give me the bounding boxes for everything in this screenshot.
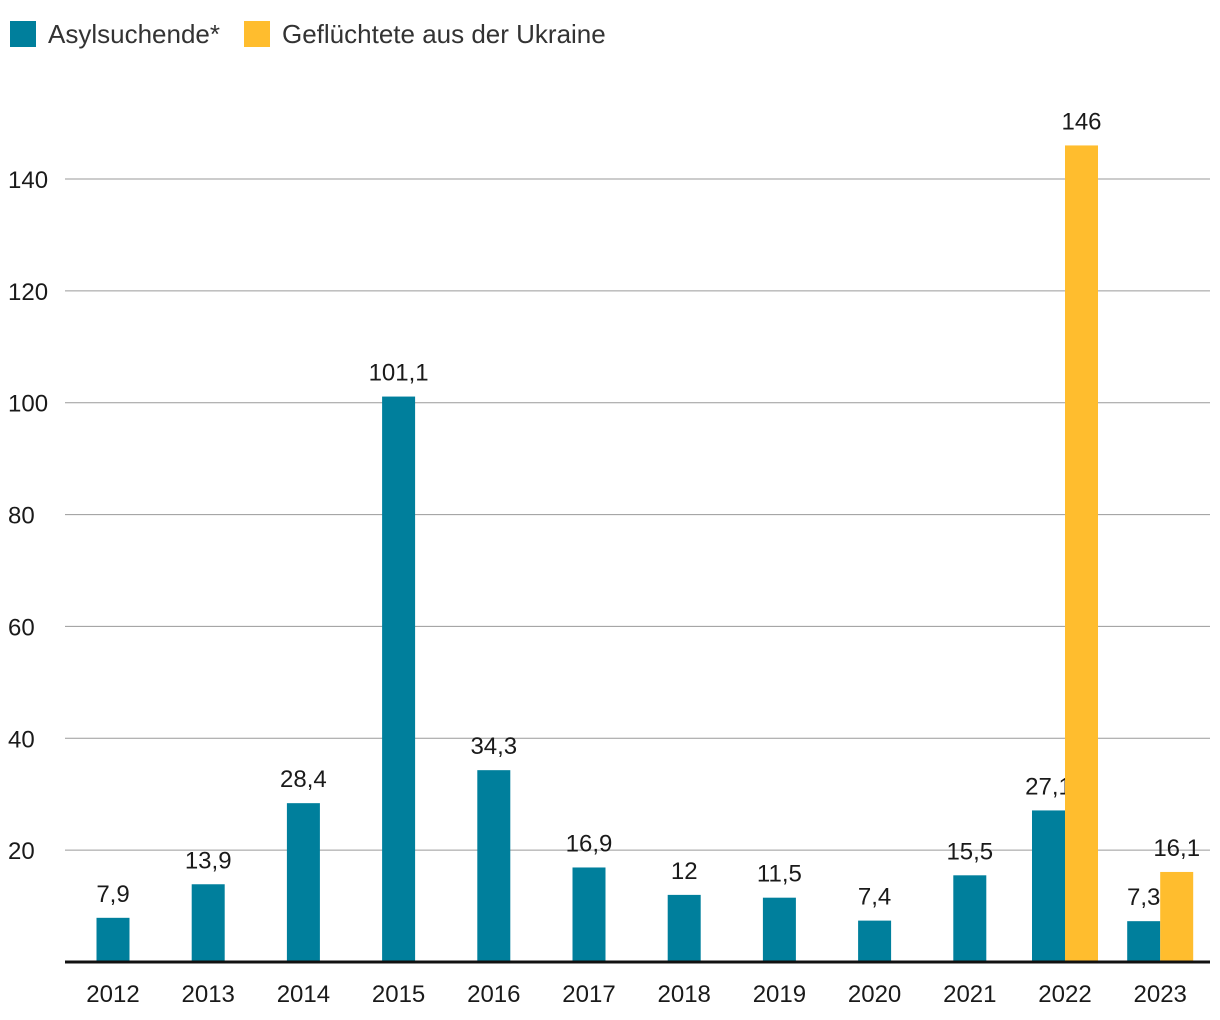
- bar-asylsuchende-2021: [953, 875, 987, 962]
- y-tick-label-20: 20: [8, 838, 35, 865]
- data-label-asylsuchende-2015: 101,1: [369, 360, 429, 387]
- x-tick-label-2020: 2020: [848, 981, 901, 1008]
- bar-asylsuchende-2018: [667, 894, 701, 962]
- data-label-asylsuchende-2020: 7,4: [858, 884, 891, 911]
- bar-asylsuchende-2022: [1032, 810, 1065, 962]
- legend-item-ukraine: Geflüchtete aus der Ukraine: [244, 19, 606, 50]
- x-tick-label-2019: 2019: [753, 981, 806, 1008]
- x-tick-label-2013: 2013: [182, 981, 235, 1008]
- legend-item-asylsuchende: Asylsuchende*: [10, 19, 220, 50]
- x-tick-label-2018: 2018: [658, 981, 711, 1008]
- data-label-asylsuchende-2022: 27,1: [1025, 773, 1072, 800]
- data-label-asylsuchende-2018: 12: [671, 858, 698, 885]
- data-label-asylsuchende-2021: 15,5: [946, 838, 993, 865]
- data-label-asylsuchende-2016: 34,3: [470, 733, 517, 760]
- y-tick-label-60: 60: [8, 614, 35, 641]
- chart-legend: Asylsuchende* Geflüchtete aus der Ukrain…: [10, 18, 630, 50]
- data-label-asylsuchende-2019: 11,5: [757, 861, 802, 888]
- bar-asylsuchende-2017: [572, 867, 606, 962]
- bar-asylsuchende-2013: [191, 884, 225, 962]
- y-tick-label-40: 40: [8, 726, 35, 753]
- y-tick-label-100: 100: [8, 391, 48, 418]
- bar-asylsuchende-2020: [858, 920, 892, 962]
- bar-asylsuchende-2016: [477, 770, 511, 962]
- legend-label-asylsuchende: Asylsuchende*: [48, 18, 220, 49]
- x-tick-label-2014: 2014: [277, 981, 330, 1008]
- bar-asylsuchende-2023: [1127, 921, 1161, 962]
- x-tick-label-2012: 2012: [86, 981, 139, 1008]
- y-tick-label-140: 140: [8, 167, 48, 194]
- y-tick-label-80: 80: [8, 503, 35, 530]
- x-tick-label-2017: 2017: [562, 981, 615, 1008]
- bar-asylsuchende-2019: [762, 897, 796, 962]
- x-tick-label-2015: 2015: [372, 981, 425, 1008]
- data-label-ukraine-2022: 146: [1061, 108, 1101, 135]
- x-tick-label-2021: 2021: [943, 981, 996, 1008]
- bar-asylsuchende-2015: [382, 396, 416, 962]
- data-label-ukraine-2023: 16,1: [1153, 835, 1200, 862]
- x-tick-label-2016: 2016: [467, 981, 520, 1008]
- data-label-asylsuchende-2017: 16,9: [566, 830, 613, 857]
- data-label-asylsuchende-2012: 7,9: [96, 881, 129, 908]
- bar-ukraine-2023: [1160, 871, 1194, 962]
- legend-swatch-asylsuchende: [10, 21, 36, 47]
- x-tick-label-2022: 2022: [1038, 981, 1091, 1008]
- bar-asylsuchende-2014: [286, 803, 320, 962]
- x-tick-label-2023: 2023: [1134, 981, 1187, 1008]
- data-label-asylsuchende-2023: 7,3: [1127, 884, 1160, 911]
- legend-swatch-ukraine: [244, 21, 270, 47]
- bar-ukraine-2022: [1065, 145, 1098, 962]
- data-label-asylsuchende-2013: 13,9: [185, 847, 232, 874]
- y-tick-label-120: 120: [8, 279, 48, 306]
- legend-label-ukraine: Geflüchtete aus der Ukraine: [282, 18, 606, 49]
- bar-asylsuchende-2012: [96, 917, 130, 962]
- data-label-asylsuchende-2014: 28,4: [280, 766, 327, 793]
